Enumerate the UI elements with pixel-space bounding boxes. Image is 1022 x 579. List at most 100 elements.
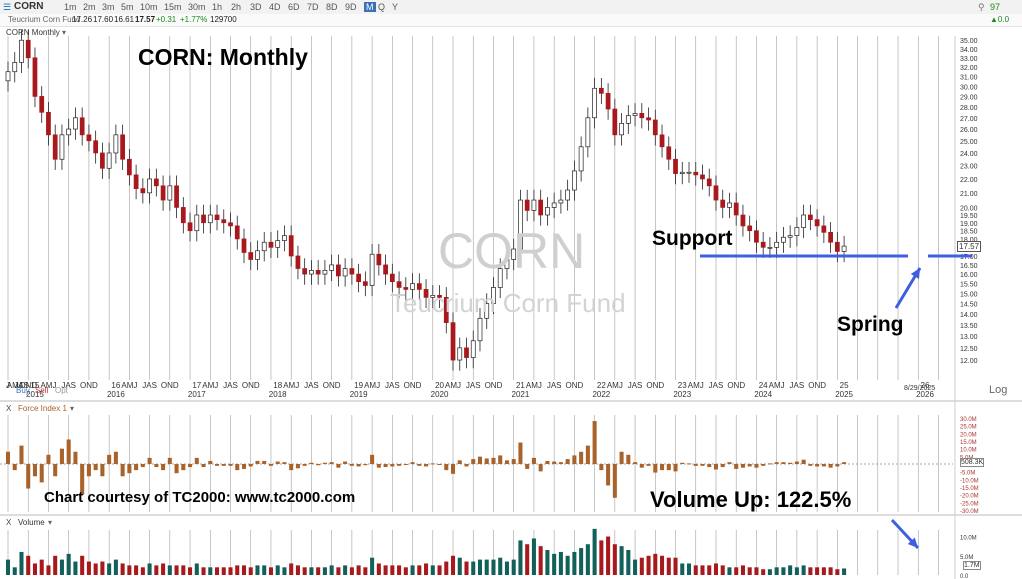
- timeframe-2m[interactable]: 2m: [83, 2, 96, 12]
- y-tick-label: 16.50: [960, 263, 978, 270]
- candle-body: [336, 264, 341, 277]
- candle-body: [639, 113, 645, 119]
- price-panel-label[interactable]: CORN Monthly: [6, 28, 60, 37]
- timeframe-15m[interactable]: 15m: [164, 2, 182, 12]
- force-bar: [531, 457, 536, 464]
- force-bar: [268, 464, 273, 466]
- symbol-label[interactable]: CORN: [14, 1, 44, 12]
- force-bar: [376, 464, 381, 468]
- volume-bar: [727, 567, 732, 575]
- close-icon[interactable]: X: [6, 518, 12, 527]
- x-year-label: 2023: [673, 390, 691, 399]
- volume-bar: [801, 565, 806, 575]
- force-bar: [188, 464, 193, 468]
- chevron-down-icon[interactable]: ▾: [70, 404, 75, 413]
- candle-body: [59, 134, 65, 160]
- y-tick-label: 18.50: [960, 229, 978, 236]
- log-scale-toggle[interactable]: Log: [989, 384, 1008, 396]
- buy-button[interactable]: Buy: [16, 386, 30, 395]
- volume-bar: [525, 544, 530, 575]
- x-tick-label: AMJ: [283, 381, 299, 390]
- sell-button[interactable]: Sell: [35, 386, 49, 395]
- force-panel-label[interactable]: Force Index 1: [18, 404, 67, 413]
- annotation-credit: Chart courtesy of TC2000: www.tc2000.com: [44, 489, 356, 506]
- candle-body: [794, 227, 800, 236]
- force-bar: [12, 464, 17, 471]
- chevron-down-icon[interactable]: ▾: [62, 28, 67, 37]
- x-tick-label: JAS: [142, 381, 157, 390]
- timeframe-5m[interactable]: 5m: [121, 2, 134, 12]
- volume-bar: [127, 565, 132, 575]
- candle-body: [625, 115, 631, 124]
- lock-icon[interactable]: ⚲: [978, 2, 985, 12]
- volume-bar: [444, 561, 449, 575]
- force-tick-label: 20.0M: [960, 432, 977, 438]
- timeframe-10m[interactable]: 10m: [140, 2, 158, 12]
- x-tick-label: OND: [161, 381, 179, 390]
- timeframe-8D[interactable]: 8D: [326, 2, 338, 12]
- volume-bar: [214, 567, 220, 575]
- timeframe-9D[interactable]: 9D: [345, 2, 357, 12]
- opt-button[interactable]: Opt: [55, 386, 68, 395]
- candle-body: [133, 174, 139, 189]
- volume-bar: [120, 563, 125, 575]
- timeframe-Y[interactable]: Y: [392, 2, 399, 12]
- timeframe-6D[interactable]: 6D: [288, 2, 300, 12]
- candle-body: [558, 199, 564, 204]
- timeframe-3D[interactable]: 3D: [250, 2, 262, 12]
- volume-bar: [579, 548, 584, 575]
- force-bar: [592, 421, 597, 464]
- chart-menu-icon[interactable]: ☰: [3, 2, 12, 12]
- candle-body: [106, 152, 112, 169]
- timeframe-30m[interactable]: 30m: [188, 2, 206, 12]
- close-icon[interactable]: X: [6, 404, 12, 413]
- timeframe-4D[interactable]: 4D: [269, 2, 281, 12]
- candle-body: [572, 170, 577, 191]
- timeframe-7D[interactable]: 7D: [307, 2, 319, 12]
- timeframe-1h[interactable]: 1h: [212, 2, 223, 12]
- quote-open: 17.26: [72, 15, 93, 24]
- volume-bar: [815, 567, 820, 575]
- candle-body: [740, 214, 746, 227]
- volume-bar: [390, 565, 395, 575]
- volume-bar: [19, 551, 24, 575]
- timeframe-2h[interactable]: 2h: [231, 2, 242, 12]
- x-tick-label: AMJ: [526, 381, 542, 390]
- volume-bar: [511, 559, 516, 575]
- volume-bar: [572, 551, 577, 575]
- volume-bar: [268, 567, 273, 575]
- timeframe-Q[interactable]: Q: [378, 2, 386, 12]
- force-bar: [713, 464, 719, 470]
- volume-bar: [241, 565, 247, 575]
- force-tick-label: -15.0M: [960, 486, 979, 492]
- force-bar: [740, 464, 745, 468]
- candle-body: [504, 259, 510, 269]
- volume-panel-label[interactable]: Volume: [18, 518, 45, 527]
- volume-bar: [275, 565, 280, 575]
- volume-bar: [228, 567, 233, 575]
- watermark-symbol: CORN: [438, 223, 586, 279]
- force-bar: [612, 464, 617, 498]
- timeframe-1m[interactable]: 1m: [64, 2, 77, 12]
- timeframe-3m[interactable]: 3m: [102, 2, 115, 12]
- volume-bar: [113, 559, 118, 575]
- volume-bar: [12, 567, 17, 575]
- force-bar: [289, 464, 294, 471]
- volume-bar: [734, 567, 739, 575]
- force-bar: [558, 462, 563, 464]
- timeframe-M[interactable]: M: [364, 2, 376, 12]
- volume-bar: [100, 561, 105, 575]
- force-bar: [302, 464, 307, 466]
- force-bar: [700, 464, 705, 466]
- chevron-down-icon[interactable]: ▾: [48, 518, 53, 527]
- force-bar: [727, 462, 732, 464]
- force-bar: [767, 463, 772, 465]
- volume-bar: [363, 567, 368, 575]
- force-bar: [147, 457, 152, 464]
- force-bar: [720, 464, 725, 468]
- candle-body: [268, 241, 274, 248]
- force-tick-label: -30.0M: [960, 509, 979, 515]
- candle-body: [605, 92, 611, 110]
- candle-body: [255, 250, 260, 260]
- annotation-support: Support: [652, 227, 733, 250]
